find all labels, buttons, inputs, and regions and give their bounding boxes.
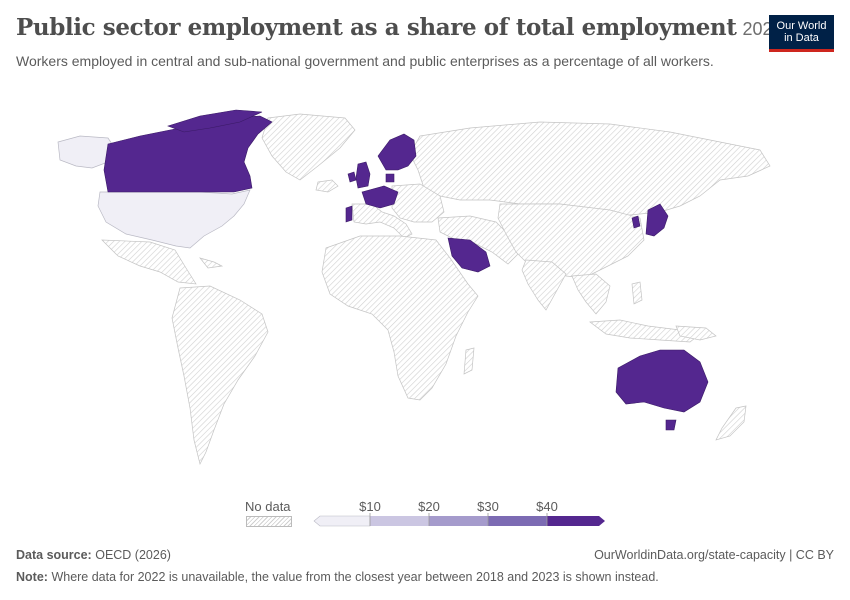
legend-no-data-label: No data bbox=[245, 499, 291, 514]
legend-no-data-swatch[interactable] bbox=[246, 516, 292, 527]
legend-bin-2[interactable] bbox=[429, 516, 488, 526]
legend-tick-40: $40 bbox=[536, 499, 558, 514]
map-region-new-zealand[interactable] bbox=[715, 405, 747, 441]
chart-subtitle: Workers employed in central and sub-nati… bbox=[16, 53, 714, 69]
map-region-southeast-asia[interactable] bbox=[571, 273, 611, 315]
map-region-greenland[interactable] bbox=[261, 113, 356, 181]
map-region-denmark[interactable] bbox=[385, 173, 395, 183]
map-region-tasmania[interactable] bbox=[665, 419, 677, 431]
legend-bin-0[interactable] bbox=[313, 515, 371, 527]
map-region-madagascar[interactable] bbox=[463, 347, 475, 375]
map-region-philippines[interactable] bbox=[631, 281, 643, 305]
legend-bin-1[interactable] bbox=[370, 516, 429, 526]
color-legend: No data $10 $20 $30 $40 bbox=[0, 495, 850, 535]
map-region-africa[interactable] bbox=[321, 235, 479, 401]
map-region-japan[interactable] bbox=[645, 203, 669, 237]
map-region-mexico-central-america[interactable] bbox=[101, 239, 197, 285]
map-region-ireland[interactable] bbox=[347, 171, 357, 183]
map-region-south-korea[interactable] bbox=[631, 215, 641, 229]
map-region-canadian-arctic-islands[interactable] bbox=[167, 109, 263, 133]
map-region-spain-italy[interactable] bbox=[351, 203, 413, 239]
note-text: Where data for 2022 is unavailable, the … bbox=[51, 570, 659, 584]
map-region-france-benelux[interactable] bbox=[361, 185, 399, 209]
chart-title: Public sector employment as a share of t… bbox=[16, 14, 737, 41]
map-region-saudi-arabia[interactable] bbox=[447, 237, 491, 273]
world-map[interactable] bbox=[0, 100, 850, 500]
data-source-value[interactable]: OECD (2026) bbox=[95, 548, 171, 562]
map-region-united-states[interactable] bbox=[97, 189, 251, 249]
chart-note: Note: Where data for 2022 is unavailable… bbox=[16, 570, 659, 584]
map-region-australia[interactable] bbox=[615, 349, 709, 413]
owid-logo[interactable]: Our World in Data bbox=[769, 15, 834, 52]
source-url[interactable]: OurWorldinData.org/state-capacity | CC B… bbox=[594, 548, 834, 562]
map-region-central-europe[interactable] bbox=[391, 183, 445, 223]
legend-tick-20: $20 bbox=[418, 499, 440, 514]
map-region-iceland[interactable] bbox=[315, 179, 339, 193]
map-region-india[interactable] bbox=[521, 259, 567, 311]
map-region-central-asia-china[interactable] bbox=[497, 203, 645, 279]
legend-tick-30: $30 bbox=[477, 499, 499, 514]
legend-bin-4[interactable] bbox=[547, 516, 605, 526]
map-region-middle-east[interactable] bbox=[437, 215, 521, 265]
low-value-regions bbox=[57, 135, 251, 249]
chart-header: Public sector employment as a share of t… bbox=[16, 14, 783, 41]
legend-bin-3[interactable] bbox=[488, 516, 547, 526]
logo-line-2: in Data bbox=[784, 32, 819, 44]
map-region-caribbean[interactable] bbox=[199, 257, 224, 269]
note-label: Note: bbox=[16, 570, 48, 584]
logo-line-1: Our World bbox=[776, 20, 827, 32]
high-value-regions bbox=[103, 109, 709, 431]
map-region-united-kingdom[interactable] bbox=[355, 161, 371, 189]
map-region-scandinavia[interactable] bbox=[377, 133, 417, 171]
map-region-eastern-europe-russia[interactable] bbox=[409, 121, 771, 217]
legend-color-scale[interactable] bbox=[310, 513, 610, 531]
data-source: Data source: OECD (2026) bbox=[16, 548, 171, 562]
data-source-label: Data source: bbox=[16, 548, 92, 562]
map-region-south-america[interactable] bbox=[171, 285, 269, 466]
map-region-new-guinea[interactable] bbox=[675, 325, 717, 341]
legend-tick-10: $10 bbox=[359, 499, 381, 514]
no-data-regions bbox=[101, 113, 771, 466]
map-region-portugal[interactable] bbox=[345, 205, 353, 223]
